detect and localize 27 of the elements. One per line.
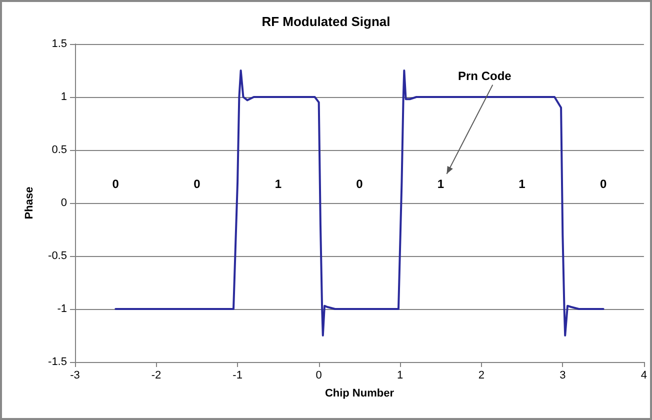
y-tick-label: 0: [60, 197, 67, 209]
x-tick-label: -1: [232, 370, 242, 382]
y-tick-label: -1.5: [48, 356, 67, 368]
annotation: 0: [600, 176, 607, 191]
annotation: 1: [274, 176, 282, 191]
chart-title: RF Modulated Signal: [262, 14, 390, 29]
x-tick-label: -2: [151, 370, 162, 382]
line-series: [114, 70, 604, 336]
x-tick-label: -3: [70, 370, 80, 382]
annotation: 0: [356, 176, 364, 191]
y-tick-label: 0.5: [52, 144, 67, 156]
y-tick-label: -1: [57, 303, 67, 315]
y-tick-label: -0.5: [48, 250, 67, 262]
annotation: Prn Code: [458, 68, 512, 83]
x-axis-title: Chip Number: [324, 388, 395, 400]
y-tick-label: 1: [60, 91, 67, 103]
x-tick-label: 4: [640, 370, 648, 382]
annotation: 0: [194, 176, 201, 191]
x-tick-label: 2: [478, 370, 484, 382]
x-tick-label: 3: [560, 370, 566, 382]
x-tick-label: 1: [397, 370, 404, 382]
x-tick-label: 0: [316, 370, 322, 382]
annotation: 0: [112, 176, 120, 191]
annotation: 1: [437, 176, 444, 191]
y-tick-label: 1.5: [52, 38, 67, 50]
y-axis-title: Phase: [24, 186, 36, 220]
annotation: 1: [518, 176, 526, 191]
